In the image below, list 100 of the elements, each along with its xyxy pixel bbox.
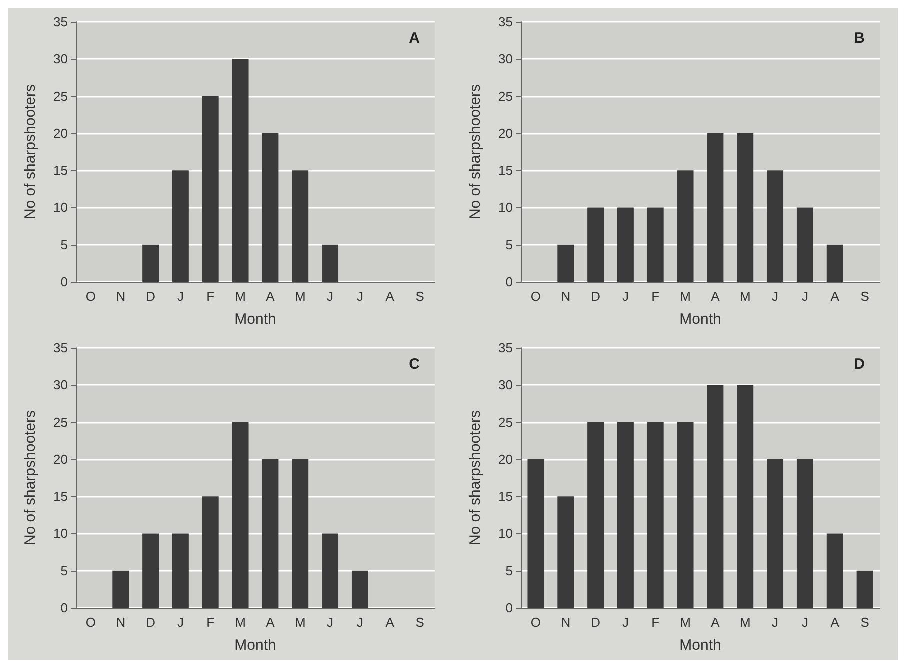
bar bbox=[707, 133, 724, 282]
y-tick-label: 30 bbox=[54, 52, 68, 67]
x-tick-label: S bbox=[860, 615, 870, 630]
x-tick-label: F bbox=[652, 289, 660, 304]
x-tick-label: N bbox=[561, 289, 571, 304]
x-tick-label: J bbox=[622, 615, 629, 630]
bar bbox=[352, 570, 368, 608]
x-tick-label: F bbox=[652, 615, 660, 630]
y-tick-label: 15 bbox=[54, 163, 68, 178]
bar bbox=[142, 534, 160, 608]
bar bbox=[202, 496, 219, 608]
y-tick-label: 25 bbox=[54, 414, 68, 430]
bar bbox=[262, 459, 279, 608]
x-tick-label: S bbox=[416, 615, 425, 630]
y-tick-label: 30 bbox=[54, 378, 68, 393]
bar bbox=[647, 208, 664, 282]
bar bbox=[558, 244, 574, 282]
y-tick-label: 25 bbox=[54, 88, 68, 104]
bar bbox=[172, 170, 189, 282]
x-tick-label: M bbox=[740, 615, 751, 630]
x-tick-label: M bbox=[235, 289, 246, 304]
x-tick-label: O bbox=[86, 615, 96, 630]
x-axis-title: Month bbox=[680, 637, 722, 654]
bar bbox=[767, 170, 784, 282]
y-tick-label: 10 bbox=[54, 200, 68, 216]
y-tick-label: 5 bbox=[506, 237, 513, 252]
bar bbox=[232, 422, 249, 608]
bar bbox=[292, 170, 309, 282]
bar bbox=[737, 385, 754, 608]
y-tick-label: 35 bbox=[54, 340, 68, 356]
y-tick-label: 30 bbox=[498, 52, 513, 67]
bar bbox=[826, 534, 844, 608]
x-tick-label: J bbox=[327, 289, 334, 304]
x-axis-title: Month bbox=[680, 311, 722, 328]
y-tick-label: 35 bbox=[54, 14, 68, 30]
text: C bbox=[409, 356, 420, 373]
bar bbox=[617, 208, 634, 282]
bar bbox=[142, 244, 160, 282]
y-tick-label: 25 bbox=[498, 414, 513, 430]
y-tick-label: 10 bbox=[498, 526, 513, 542]
x-tick-label: D bbox=[591, 289, 600, 304]
bar bbox=[172, 534, 189, 608]
y-tick-label: 0 bbox=[60, 600, 68, 616]
bar bbox=[767, 459, 784, 608]
x-tick-label: A bbox=[266, 289, 276, 304]
bar bbox=[796, 459, 814, 608]
x-tick-label: M bbox=[235, 615, 246, 630]
y-tick-label: 5 bbox=[60, 237, 68, 252]
y-tick-label: 20 bbox=[54, 126, 68, 141]
x-tick-label: M bbox=[294, 289, 306, 304]
bar bbox=[588, 422, 604, 608]
x-tick-label: A bbox=[266, 615, 276, 630]
y-tick-label: 20 bbox=[54, 452, 68, 467]
bar bbox=[322, 244, 339, 282]
y-tick-label: 15 bbox=[498, 489, 513, 504]
bar bbox=[112, 570, 130, 608]
x-axis-title: Month bbox=[234, 311, 276, 328]
x-tick-label: J bbox=[772, 615, 779, 630]
x-axis-title: Month bbox=[234, 637, 276, 654]
bar bbox=[617, 422, 634, 608]
y-tick-label: 35 bbox=[498, 340, 513, 356]
x-tick-label: A bbox=[386, 615, 395, 630]
x-tick-label: D bbox=[146, 289, 156, 304]
y-tick-label: 15 bbox=[498, 163, 513, 178]
x-tick-label: O bbox=[86, 289, 96, 304]
x-tick-label: A bbox=[830, 289, 840, 304]
x-tick-label: M bbox=[294, 615, 306, 630]
x-tick-label: N bbox=[561, 615, 571, 630]
bar bbox=[737, 133, 754, 282]
x-tick-label: J bbox=[356, 615, 364, 630]
y-tick-label: 0 bbox=[506, 600, 513, 616]
bar bbox=[796, 208, 814, 282]
bar bbox=[292, 459, 309, 608]
x-tick-label: A bbox=[711, 289, 720, 304]
x-tick-label: J bbox=[802, 289, 808, 304]
x-tick-label: J bbox=[177, 615, 184, 630]
x-tick-label: J bbox=[356, 289, 364, 304]
x-tick-label: O bbox=[530, 615, 542, 630]
x-tick-label: M bbox=[680, 615, 691, 630]
x-tick-label: F bbox=[206, 615, 215, 630]
y-axis-title: No of sharpshooters bbox=[467, 84, 484, 220]
x-tick-label: O bbox=[530, 289, 542, 304]
y-tick-label: 5 bbox=[60, 563, 68, 578]
x-tick-label: J bbox=[327, 615, 334, 630]
text: A bbox=[409, 30, 420, 47]
y-tick-label: 15 bbox=[54, 489, 68, 504]
x-tick-label: D bbox=[146, 615, 156, 630]
bar bbox=[677, 170, 694, 282]
y-tick-label: 35 bbox=[498, 14, 513, 30]
y-axis-title: No of sharpshooters bbox=[467, 410, 484, 546]
y-tick-label: 0 bbox=[60, 274, 68, 290]
x-tick-label: S bbox=[860, 289, 870, 304]
x-tick-label: M bbox=[680, 289, 691, 304]
y-tick-label: 20 bbox=[498, 126, 513, 141]
bar bbox=[262, 133, 279, 282]
bar bbox=[202, 96, 219, 282]
x-tick-label: J bbox=[772, 289, 779, 304]
bar bbox=[647, 422, 664, 608]
x-tick-label: D bbox=[591, 615, 600, 630]
x-tick-label: F bbox=[206, 289, 215, 304]
